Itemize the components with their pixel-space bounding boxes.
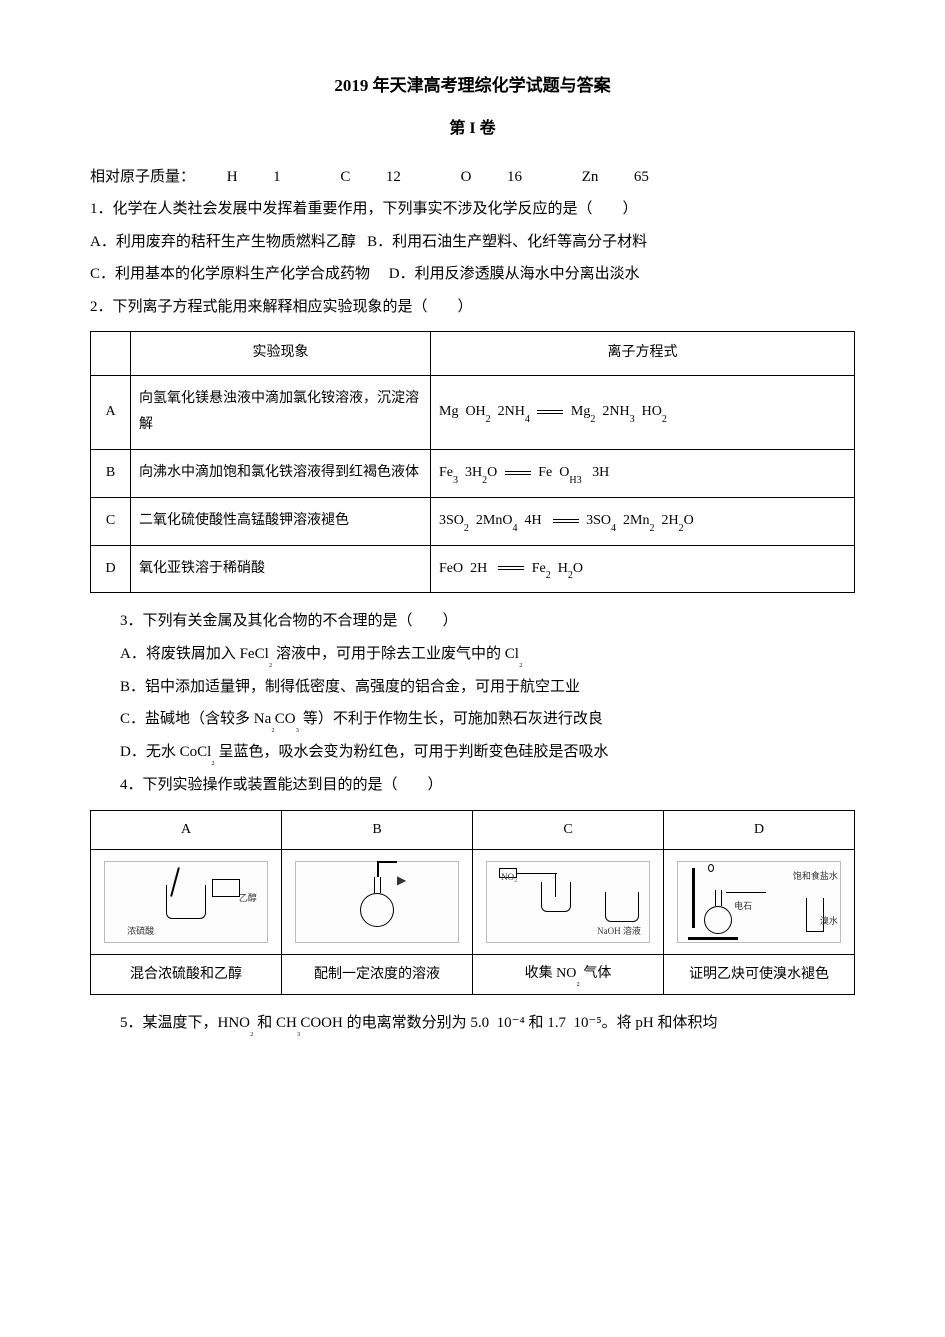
- doc-subtitle: 第 I 卷: [90, 114, 855, 144]
- table-row: D 氧化亚铁溶于稀硝酸 FeO 2H Fe2 H2O: [91, 545, 855, 593]
- table-row: A B C D: [91, 810, 855, 850]
- q4-stem: 4．下列实验操作或装置能达到目的的是（ ）: [90, 771, 855, 800]
- q3-stem: 3．下列有关金属及其化合物的不合理的是（ ）: [90, 607, 855, 636]
- q4-diagram-D: 饱和食盐水 电石 溴水: [664, 850, 855, 955]
- q4-col-B: B: [282, 810, 473, 850]
- q2-D-phenom: 氧化亚铁溶于稀硝酸: [131, 545, 431, 593]
- q2-stem: 2．下列离子方程式能用来解释相应实验现象的是（ ）: [90, 293, 855, 322]
- q2-C-eq: 3SO2 2MnO4 4H 3SO4 2Mn2 2H2O: [431, 497, 855, 545]
- atomic-mass-label: 相对原子质量：: [90, 163, 195, 192]
- q3-option-B: B．铝中添加适量钾，制得低密度、高强度的铝合金，可用于航空工业: [90, 673, 855, 702]
- label-nacl: 饱和食盐水: [793, 868, 838, 885]
- q5-stem: 5．某温度下，HNO₂ 和 CH₃COOH 的电离常数分别为 5.0 10⁻⁴ …: [90, 1009, 855, 1038]
- label-no2: NO₂: [501, 869, 517, 886]
- table-row: 实验现象 离子方程式: [91, 332, 855, 376]
- table-row: 混合浓硫酸和乙醇 配制一定浓度的溶液 收集 NO₂ 气体 证明乙炔可使溴水褪色: [91, 955, 855, 995]
- q1-option-B: B．利用石油生产塑料、化纤等高分子材料: [367, 234, 647, 250]
- q2-h1: 实验现象: [131, 332, 431, 376]
- label-h2so4: 浓硫酸: [127, 923, 154, 940]
- table-row: A 向氢氧化镁悬浊液中滴加氯化铵溶液，沉淀溶解 Mg OH2 2NH4 Mg2 …: [91, 375, 855, 449]
- q1-options-row1: A．利用废弃的秸秆生产生物质燃料乙醇 B．利用石油生产塑料、化纤等高分子材料: [90, 228, 855, 257]
- atomic-mass-Zn: Zn 65: [582, 163, 677, 192]
- label-naoh: NaOH 溶液: [597, 923, 641, 940]
- q2-table: 实验现象 离子方程式 A 向氢氧化镁悬浊液中滴加氯化铵溶液，沉淀溶解 Mg OH…: [90, 331, 855, 593]
- q2-B-eq: Fe3 3H2O Fe OH3 3H: [431, 449, 855, 497]
- label-br2: 溴水: [820, 913, 838, 930]
- label-ethanol: 乙醇: [239, 890, 257, 907]
- q2-B-key: B: [91, 449, 131, 497]
- q4-diagram-C: NO₂ NaOH 溶液: [473, 850, 664, 955]
- table-row: C 二氧化硫使酸性高锰酸钾溶液褪色 3SO2 2MnO4 4H 3SO4 2Mn…: [91, 497, 855, 545]
- q2-B-phenom: 向沸水中滴加饱和氯化铁溶液得到红褐色液体: [131, 449, 431, 497]
- q2-h0: [91, 332, 131, 376]
- atomic-mass-line: 相对原子质量： H 1 C 12 O 16 Zn 65: [90, 163, 855, 192]
- table-row: B 向沸水中滴加饱和氯化铁溶液得到红褐色液体 Fe3 3H2O Fe OH3 3…: [91, 449, 855, 497]
- atomic-mass-H: H 1: [227, 163, 309, 192]
- q4-cap-C: 收集 NO₂ 气体: [473, 955, 664, 995]
- q2-D-eq: FeO 2H Fe2 H2O: [431, 545, 855, 593]
- q2-h2: 离子方程式: [431, 332, 855, 376]
- q1-option-A: A．利用废弃的秸秆生产生物质燃料乙醇: [90, 234, 356, 250]
- q4-col-D: D: [664, 810, 855, 850]
- q4-diagram-B: ▶: [282, 850, 473, 955]
- doc-title: 2019 年天津高考理综化学试题与答案: [90, 70, 855, 102]
- q4-cap-D: 证明乙炔可使溴水褪色: [664, 955, 855, 995]
- label-cac2: 电石: [734, 898, 752, 915]
- q1-options-row2: C．利用基本的化学原料生产化学合成药物 D．利用反渗透膜从海水中分离出淡水: [90, 260, 855, 289]
- q4-col-A: A: [91, 810, 282, 850]
- q3-option-A: A．将废铁屑加入 FeCl₂ 溶液中，可用于除去工业废气中的 Cl₂: [90, 640, 855, 669]
- q3-option-C: C．盐碱地（含较多 Na₂CO₃ 等）不利于作物生长，可施加熟石灰进行改良: [90, 705, 855, 734]
- q4-col-C: C: [473, 810, 664, 850]
- q2-C-key: C: [91, 497, 131, 545]
- q4-cap-B: 配制一定浓度的溶液: [282, 955, 473, 995]
- atomic-mass-C: C 12: [340, 163, 429, 192]
- q1-option-D: D．利用反渗透膜从海水中分离出淡水: [389, 266, 640, 282]
- q3-option-D: D．无水 CoCl₂ 呈蓝色，吸水会变为粉红色，可用于判断变色硅胶是否吸水: [90, 738, 855, 767]
- table-row: 乙醇 浓硫酸 ▶ NO₂: [91, 850, 855, 955]
- atomic-mass-O: O 16: [461, 163, 550, 192]
- q2-A-phenom: 向氢氧化镁悬浊液中滴加氯化铵溶液，沉淀溶解: [131, 375, 431, 449]
- q2-A-key: A: [91, 375, 131, 449]
- q2-C-phenom: 二氧化硫使酸性高锰酸钾溶液褪色: [131, 497, 431, 545]
- q4-cap-A: 混合浓硫酸和乙醇: [91, 955, 282, 995]
- q1-stem: 1．化学在人类社会发展中发挥着重要作用，下列事实不涉及化学反应的是（ ）: [90, 195, 855, 224]
- q2-A-eq: Mg OH2 2NH4 Mg2 2NH3 HO2: [431, 375, 855, 449]
- q4-table: A B C D 乙醇 浓硫酸 ▶: [90, 810, 855, 995]
- q4-diagram-A: 乙醇 浓硫酸: [91, 850, 282, 955]
- q2-D-key: D: [91, 545, 131, 593]
- q1-option-C: C．利用基本的化学原料生产化学合成药物: [90, 266, 370, 282]
